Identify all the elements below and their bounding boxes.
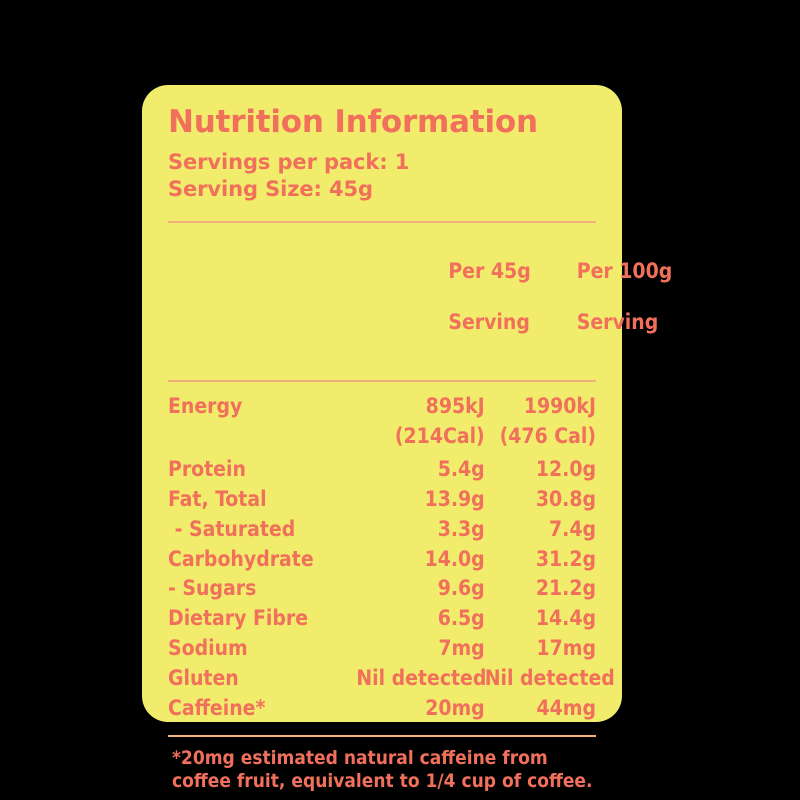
table-row: Sodium 7mg 17mg [168, 634, 596, 664]
row-label-dietary-fibre: Dietary Fibre [168, 606, 309, 631]
row-label-sodium: Sodium [168, 635, 248, 660]
row-value-caffeine-100g: 44mg [536, 695, 596, 720]
row-value-sugars-100g: 21.2g [535, 576, 596, 601]
row-value-carbohydrate-100g: 31.2g [535, 546, 596, 571]
column-header-per-100g-line2: Serving [576, 310, 659, 335]
row-value-energy-cal-45g: (214Cal) [394, 424, 485, 449]
row-value-fat-total-45g: 13.9g [424, 486, 485, 511]
row-label-carbohydrate: Carbohydrate [168, 546, 314, 571]
column-header-per-100g-line1: Per 100g [576, 259, 673, 283]
row-label-protein: Protein [168, 457, 246, 482]
table-row: Gluten Nil detected Nil detected [168, 664, 615, 694]
row-label-saturated: - Saturated [168, 516, 296, 541]
row-label-energy-cal [168, 422, 356, 455]
row-value-energy-cal-100g: (476 Cal) [499, 424, 596, 449]
row-value-fat-total-100g: 30.8g [535, 486, 596, 511]
row-value-protein-45g: 5.4g [437, 457, 485, 482]
row-value-energy-100g: 1990kJ [523, 394, 596, 419]
row-label-sugars: - Sugars [168, 576, 257, 601]
row-value-caffeine-45g: 20mg [425, 695, 485, 720]
divider-top [168, 221, 596, 224]
row-value-dietary-fibre-100g: 14.4g [535, 606, 596, 631]
column-header-per-100g: Per 100g Serving [485, 223, 673, 365]
caffeine-footnote: *20mg estimated natural caffeine from co… [172, 747, 593, 793]
nutrition-table: Per 45g Serving Per 100g Serving [168, 223, 673, 365]
table-row: Energy 895kJ 1990kJ [168, 382, 596, 422]
table-row: Fat, Total 13.9g 30.8g [168, 485, 596, 515]
row-value-gluten-45g: Nil detected [356, 665, 487, 690]
table-row: - Sugars 9.6g 21.2g [168, 574, 596, 604]
table-row: Carbohydrate 14.0g 31.2g [168, 545, 596, 575]
serving-size-text: Serving Size: 45g [168, 177, 373, 202]
panel-inner: Nutrition Information Servings per pack:… [168, 85, 673, 792]
row-value-protein-100g: 12.0g [535, 457, 596, 482]
row-label-gluten: Gluten [168, 665, 239, 690]
column-header-per-45g-line1: Per 45g [448, 259, 531, 283]
table-header-row: Per 45g Serving Per 100g Serving [168, 223, 673, 365]
column-header-per-45g: Per 45g Serving [356, 223, 530, 365]
page-title: Nutrition Information [168, 104, 538, 140]
row-value-saturated-100g: 7.4g [549, 516, 596, 541]
column-header-per-45g-line2: Serving [448, 310, 530, 335]
row-value-sodium-45g: 7mg [438, 635, 485, 660]
table-body: Energy 895kJ 1990kJ (214Cal) (476 Cal) P… [168, 382, 615, 724]
row-label-fat-total: Fat, Total [168, 486, 267, 511]
row-label-caffeine: Caffeine* [168, 695, 266, 720]
row-value-carbohydrate-45g: 14.0g [424, 546, 485, 571]
row-value-saturated-45g: 3.3g [437, 516, 485, 541]
table-row: (214Cal) (476 Cal) [168, 422, 596, 455]
table-header: Per 45g Serving Per 100g Serving [168, 223, 673, 365]
row-value-dietary-fibre-45g: 6.5g [437, 606, 485, 631]
nutrition-information-panel: Nutrition Information Servings per pack:… [142, 85, 673, 792]
table-row: - Saturated 3.3g 7.4g [168, 515, 596, 545]
divider-middle [168, 380, 596, 383]
nutrition-values-table: Energy 895kJ 1990kJ (214Cal) (476 Cal) P… [168, 382, 615, 724]
table-row: Caffeine* 20mg 44mg [168, 694, 596, 724]
row-value-gluten-100g: Nil detected [484, 665, 615, 690]
row-label-energy: Energy [168, 394, 243, 419]
column-header-label [168, 223, 356, 365]
table-row: Protein 5.4g 12.0g [168, 455, 596, 485]
divider-bottom [168, 735, 596, 738]
row-value-energy-45g: 895kJ [425, 394, 485, 419]
servings-per-pack-text: Servings per pack: 1 [168, 149, 410, 174]
row-value-sugars-45g: 9.6g [437, 576, 485, 601]
row-value-sodium-100g: 17mg [536, 635, 596, 660]
table-row: Dietary Fibre 6.5g 14.4g [168, 604, 596, 634]
